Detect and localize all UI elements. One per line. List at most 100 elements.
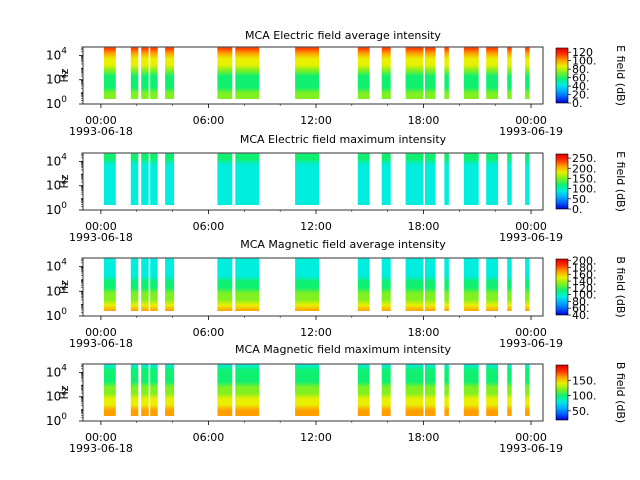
data-segment <box>405 364 424 416</box>
colorbar-tick-label: 180. <box>572 261 597 274</box>
data-segment <box>141 364 149 416</box>
y-tick-label: 102 <box>46 388 67 404</box>
colorbar-tick-label: 40. <box>572 80 590 93</box>
data-segment <box>405 258 424 311</box>
colorbar-tick-label: 100. <box>572 183 597 196</box>
colorbar-label: E field (dB) <box>614 45 627 106</box>
data-segment <box>425 258 436 311</box>
x-tick-label: 06:00 <box>193 114 225 127</box>
data-segment <box>381 258 391 311</box>
colorbar-tick-label: 20. <box>572 89 590 102</box>
x-tick-label: 00:00 <box>515 326 547 339</box>
colorbar-tick-label: 140. <box>572 275 597 288</box>
x-tick-label: 00:00 <box>515 220 547 233</box>
colorbar-tick-label: 60. <box>572 72 590 85</box>
data-segment <box>130 258 139 311</box>
data-segment <box>217 153 233 205</box>
y-axis-label: Hz <box>58 68 71 82</box>
x-tick-label: 06:00 <box>193 431 225 444</box>
colorbar-tick-label: 40. <box>572 309 590 322</box>
colorbar-tick-label: 100. <box>572 390 597 403</box>
x-tick-date: 1993-06-19 <box>499 125 563 138</box>
y-axis-label: Hz <box>58 280 71 294</box>
y-tick-label: 100 <box>46 95 67 111</box>
data-segment <box>444 258 449 311</box>
data-segment <box>141 47 149 99</box>
data-segment <box>357 153 370 205</box>
data-segment <box>463 153 479 205</box>
data-segment <box>235 153 260 205</box>
data-segment <box>103 364 116 416</box>
x-tick-label: 00:00 <box>85 431 117 444</box>
y-axis-label: Hz <box>58 174 71 188</box>
plot-frame <box>82 257 544 317</box>
data-segment <box>381 153 391 205</box>
x-tick-date: 1993-06-18 <box>69 442 133 455</box>
x-tick-label: 00:00 <box>515 114 547 127</box>
x-tick-date: 1993-06-18 <box>69 337 133 350</box>
colorbar-tick-label: 100. <box>572 289 597 302</box>
data-segment <box>141 153 149 205</box>
x-tick-date: 1993-06-19 <box>499 442 563 455</box>
data-segment <box>486 153 499 205</box>
data-segment <box>217 258 233 311</box>
colorbar-label: B field (dB) <box>614 362 627 423</box>
colorbar-tick-label: 120 <box>572 46 593 59</box>
data-segment <box>507 364 512 416</box>
y-tick-label: 100 <box>46 412 67 428</box>
colorbar-tick-label: 120. <box>572 282 597 295</box>
x-tick-label: 12:00 <box>300 326 332 339</box>
chart-panel-4: MCA Magnetic field maximum intensityHz10… <box>46 343 627 455</box>
plot-frame <box>82 46 544 105</box>
data-segment <box>217 364 233 416</box>
x-tick-date: 1993-06-19 <box>499 231 563 244</box>
data-segment <box>463 364 479 416</box>
data-segment <box>295 153 319 205</box>
chart-panel-3: MCA Magnetic field average intensityHz10… <box>46 238 627 350</box>
colorbar <box>555 47 569 104</box>
data-segment <box>130 153 139 205</box>
data-segment <box>130 364 139 416</box>
x-tick-label: 18:00 <box>408 431 440 444</box>
data-segment <box>486 258 499 311</box>
data-segment <box>235 47 260 99</box>
colorbar-tick-label: 80. <box>572 63 590 76</box>
colorbar-tick-label: 50. <box>572 405 590 418</box>
data-segment <box>103 153 116 205</box>
data-segment <box>381 47 391 99</box>
data-segment <box>357 364 370 416</box>
colorbar-tick-label: 60. <box>572 302 590 315</box>
chart-panel-2: MCA Electric field maximum intensityHz10… <box>46 133 627 244</box>
data-segment <box>150 258 158 311</box>
x-tick-label: 00:00 <box>85 326 117 339</box>
x-tick-label: 06:00 <box>193 220 225 233</box>
data-segment <box>235 258 260 311</box>
data-segment <box>165 47 175 99</box>
panel-title: MCA Electric field average intensity <box>245 29 441 42</box>
y-tick-label: 104 <box>46 363 67 379</box>
data-segment <box>295 258 319 311</box>
x-tick-label: 00:00 <box>515 431 547 444</box>
plot-frame <box>82 363 544 422</box>
data-segment <box>357 47 370 99</box>
y-axis-label: Hz <box>58 385 71 399</box>
colorbar-tick-label: 50. <box>572 193 590 206</box>
data-segment <box>165 153 175 205</box>
colorbar-tick-label: 200. <box>572 255 597 268</box>
data-segment <box>405 153 424 205</box>
data-segment <box>405 47 424 99</box>
colorbar-tick-label: 0. <box>572 97 583 110</box>
data-segment <box>235 364 260 416</box>
data-segment <box>507 258 512 311</box>
data-segment <box>150 47 158 99</box>
data-segment <box>444 47 449 99</box>
data-segment <box>507 153 512 205</box>
colorbar-label: E field (dB) <box>614 151 627 212</box>
data-segment <box>165 364 175 416</box>
data-segment <box>525 258 530 311</box>
data-segment <box>150 364 158 416</box>
colorbar-tick-label: 100. <box>572 55 597 68</box>
data-segment <box>217 47 233 99</box>
data-segment <box>525 153 530 205</box>
